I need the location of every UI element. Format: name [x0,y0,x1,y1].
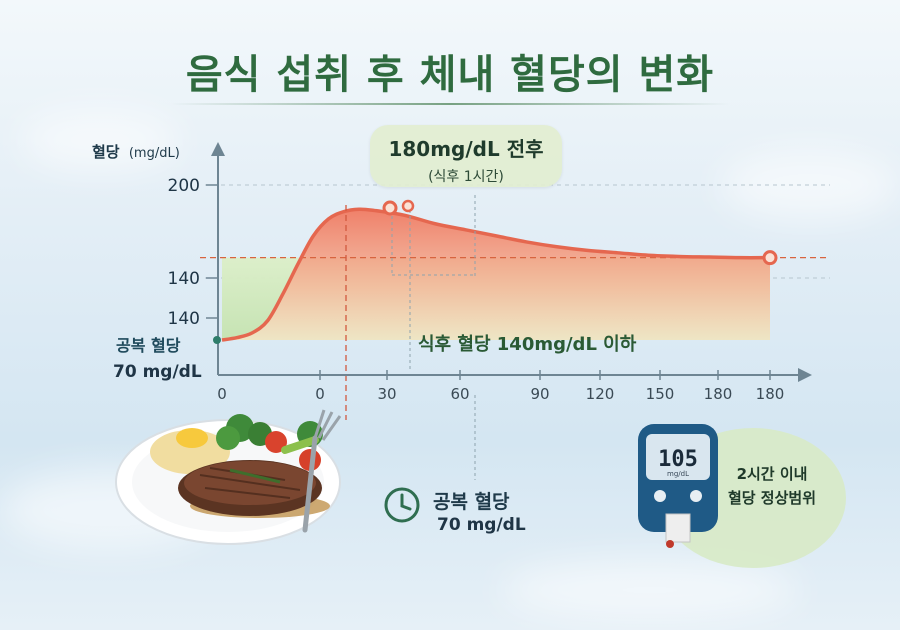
peak-annotation: 180mg/dL 전후 (식후 1시간) [370,125,562,187]
x-tick-label: 150 [646,385,675,403]
fasting-value: 70 mg/dL [113,362,202,382]
test-strip [665,513,691,543]
meter-reading: 105 [658,447,698,472]
guide-lines [345,195,476,480]
bottom-fasting-value: 70 mg/dL [437,515,526,535]
fasting-label: 공복 혈당 [116,336,181,355]
meter-button [654,490,666,502]
meter-screen [646,434,710,480]
meter-caption-line2: 혈당 정상범위 [727,489,817,507]
x-tick-label: 90 [530,385,549,403]
meter-button [690,490,702,502]
tomato [265,431,287,453]
y-axis-title: 혈당 [92,143,120,161]
x-tick-label: 0 [315,385,325,403]
x-tick-label: 180 [756,385,785,403]
y-tick-label: 200 [168,176,200,196]
peak-value: 180mg/dL 전후 [388,137,544,161]
meter-unit: mg/dL [667,470,689,478]
meter-caption: 2시간 이내 혈당 정상범위 [707,462,837,510]
blood-drop [666,540,674,548]
title-divider [170,103,730,105]
page-title: 음식 섭취 후 체내 혈당의 변화 [185,52,715,98]
blood-sugar-area [222,209,770,340]
x-tick-label: 180 [704,385,733,403]
broccoli [216,426,240,450]
x-tick-label: 0 [217,385,227,403]
fork-tines [313,409,342,441]
peak-marker [401,199,415,213]
butter [176,428,208,448]
mashed-potato [150,430,230,474]
steak-plate-illustration [115,409,342,545]
fasting-marker [213,336,221,344]
glucose-meter-icon: 105 mg/dL [638,424,718,548]
y-tick-label: 140 [168,309,200,329]
background-cloud [20,110,180,170]
target-annotation: 식후 혈당 140mg/dL 이하 [418,334,637,355]
rosemary [229,468,281,484]
y-tick-label: 140 [168,269,200,289]
meter-caption-line1: 2시간 이내 [736,465,808,483]
y-axis-label: 혈당 (mg/dL) [92,143,180,161]
bottom-fasting-label: 공복 혈당 [433,491,510,513]
blood-sugar-curve [221,207,771,342]
x-axis-arrow [798,368,812,382]
x-tick-label: 30 [377,385,396,403]
peak-marker [382,200,398,216]
peak-time: (식후 1시간) [428,169,504,185]
x-tick-label: 60 [450,385,469,403]
x-tick-label: 120 [586,385,615,403]
chart-ticks: 200 140 140 0 0 30 60 90 120 150 180 180 [168,176,785,403]
y-axis-unit: (mg/dL) [129,146,180,161]
chart-markers [213,199,778,344]
end-marker [762,250,778,266]
y-axis-arrow [211,142,225,156]
background-cloud [500,560,800,620]
clock-icon [384,487,420,523]
asparagus [281,436,319,454]
fork [302,435,318,533]
